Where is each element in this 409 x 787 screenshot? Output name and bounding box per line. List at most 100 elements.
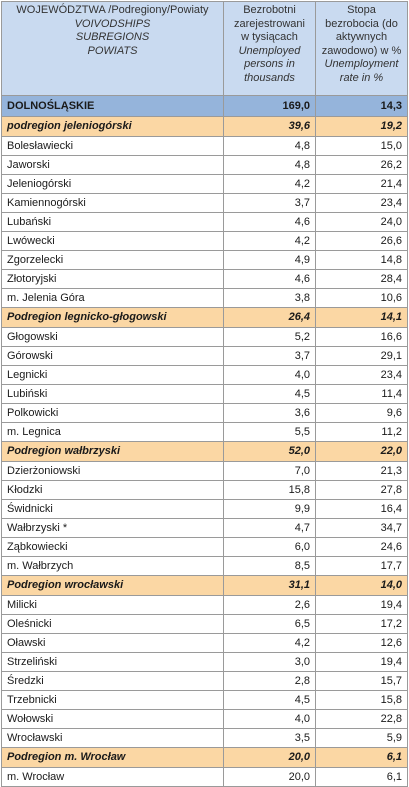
unemployed-cell: 4,2 <box>223 174 316 194</box>
rate-cell: 19,4 <box>315 652 408 672</box>
name-cell: Jeleniogórski <box>1 174 224 194</box>
table-row: Oławski 4,2 12,6 <box>1 633 408 653</box>
unemployed-cell: 3,0 <box>223 652 316 672</box>
unemployed-cell: 4,0 <box>223 365 316 385</box>
name-cell: Wrocławski <box>1 728 224 748</box>
unemployed-cell: 7,0 <box>223 461 316 481</box>
unemployed-cell: 20,0 <box>223 747 316 768</box>
rate-cell: 5,9 <box>315 728 408 748</box>
table-row: Dzierżoniowski 7,0 21,3 <box>1 461 408 481</box>
unemployed-cell: 6,5 <box>223 614 316 634</box>
unemployed-cell: 8,5 <box>223 556 316 576</box>
rate-cell: 28,4 <box>315 269 408 289</box>
rate-cell: 15,8 <box>315 690 408 710</box>
header-unemployed: Bezrobotni zarejestrowani w tysiącach Un… <box>223 1 316 96</box>
unemployed-cell: 3,7 <box>223 346 316 366</box>
unemployed-cell: 15,8 <box>223 480 316 500</box>
name-cell: Dzierżoniowski <box>1 461 224 481</box>
rate-cell: 14,0 <box>315 575 408 596</box>
rate-cell: 15,7 <box>315 671 408 691</box>
name-cell: podregion jeleniogórski <box>1 116 224 137</box>
name-cell: Trzebnicki <box>1 690 224 710</box>
name-cell: Legnicki <box>1 365 224 385</box>
rate-cell: 29,1 <box>315 346 408 366</box>
name-cell: Milicki <box>1 595 224 615</box>
rate-cell: 12,6 <box>315 633 408 653</box>
rate-cell: 11,2 <box>315 422 408 442</box>
name-cell: Kamiennogórski <box>1 193 224 213</box>
rate-cell: 6,1 <box>315 767 408 787</box>
header-region: WOJEWÓDZTWA /Podregiony/Powiaty VOIVODSH… <box>1 1 224 96</box>
name-cell: Podregion wałbrzyski <box>1 441 224 462</box>
rate-cell: 19,2 <box>315 116 408 137</box>
table-body: DOLNOŚLĄSKIE 169,0 14,3 podregion jeleniogó… <box>1 95 408 787</box>
unemployed-cell: 4,5 <box>223 384 316 404</box>
name-cell: Zgorzelecki <box>1 250 224 270</box>
name-cell: Ząbkowiecki <box>1 537 224 557</box>
rate-cell: 23,4 <box>315 365 408 385</box>
name-cell: Wołowski <box>1 709 224 729</box>
rate-cell: 15,0 <box>315 136 408 156</box>
name-cell: m. Wałbrzych <box>1 556 224 576</box>
table-row: m. Wałbrzych 8,5 17,7 <box>1 556 408 576</box>
unemployed-cell: 2,6 <box>223 595 316 615</box>
table-row: Kamiennogórski 3,7 23,4 <box>1 193 408 213</box>
rate-cell: 9,6 <box>315 403 408 423</box>
unemployed-cell: 4,9 <box>223 250 316 270</box>
unemployed-cell: 39,6 <box>223 116 316 137</box>
table-row: Jaworski 4,8 26,2 <box>1 155 408 175</box>
name-cell: Górowski <box>1 346 224 366</box>
unemployed-cell: 20,0 <box>223 767 316 787</box>
unemployed-cell: 4,8 <box>223 155 316 175</box>
rate-cell: 21,3 <box>315 461 408 481</box>
rate-cell: 11,4 <box>315 384 408 404</box>
table-row: Górowski 3,7 29,1 <box>1 346 408 366</box>
unemployed-cell: 4,2 <box>223 231 316 251</box>
voivodship-row: DOLNOŚLĄSKIE 169,0 14,3 <box>1 95 408 117</box>
name-cell: m. Legnica <box>1 422 224 442</box>
rate-cell: 14,3 <box>315 95 408 117</box>
unemployed-cell: 4,0 <box>223 709 316 729</box>
name-cell: Średzki <box>1 671 224 691</box>
rate-cell: 24,6 <box>315 537 408 557</box>
table-row: m. Legnica 5,5 11,2 <box>1 422 408 442</box>
rate-cell: 17,2 <box>315 614 408 634</box>
name-cell: m. Jelenia Góra <box>1 288 224 308</box>
name-cell: Lubiński <box>1 384 224 404</box>
table-row: Ząbkowiecki 6,0 24,6 <box>1 537 408 557</box>
rate-cell: 26,2 <box>315 155 408 175</box>
name-cell: Bolesławiecki <box>1 136 224 156</box>
name-cell: Lubański <box>1 212 224 232</box>
name-cell: Podregion wrocławski <box>1 575 224 596</box>
rate-cell: 14,1 <box>315 307 408 328</box>
table-row: Wołowski 4,0 22,8 <box>1 709 408 729</box>
unemployed-cell: 5,5 <box>223 422 316 442</box>
unemployed-cell: 9,9 <box>223 499 316 519</box>
rate-cell: 34,7 <box>315 518 408 538</box>
header-row: WOJEWÓDZTWA /Podregiony/Powiaty VOIVODSH… <box>1 1 408 96</box>
name-cell: Lwówecki <box>1 231 224 251</box>
unemployed-cell: 4,8 <box>223 136 316 156</box>
table-row: Strzeliński 3,0 19,4 <box>1 652 408 672</box>
name-cell: Głogowski <box>1 327 224 347</box>
name-cell: Podregion m. Wrocław <box>1 747 224 768</box>
rate-cell: 6,1 <box>315 747 408 768</box>
table-row: Zgorzelecki 4,9 14,8 <box>1 250 408 270</box>
rate-cell: 22,8 <box>315 709 408 729</box>
table-row: Złotoryjski 4,6 28,4 <box>1 269 408 289</box>
table-row: Trzebnicki 4,5 15,8 <box>1 690 408 710</box>
name-cell: m. Wrocław <box>1 767 224 787</box>
unemployed-cell: 26,4 <box>223 307 316 328</box>
subregion-row: Podregion wrocławski 31,1 14,0 <box>1 575 408 596</box>
unemployed-cell: 4,6 <box>223 269 316 289</box>
unemployed-cell: 5,2 <box>223 327 316 347</box>
subregion-row: podregion jeleniogórski 39,6 19,2 <box>1 116 408 137</box>
name-cell: Kłodzki <box>1 480 224 500</box>
unemployed-cell: 169,0 <box>223 95 316 117</box>
table-row: Milicki 2,6 19,4 <box>1 595 408 615</box>
rate-cell: 10,6 <box>315 288 408 308</box>
table-row: Legnicki 4,0 23,4 <box>1 365 408 385</box>
table-row: Oleśnicki 6,5 17,2 <box>1 614 408 634</box>
table-row: Lubański 4,6 24,0 <box>1 212 408 232</box>
